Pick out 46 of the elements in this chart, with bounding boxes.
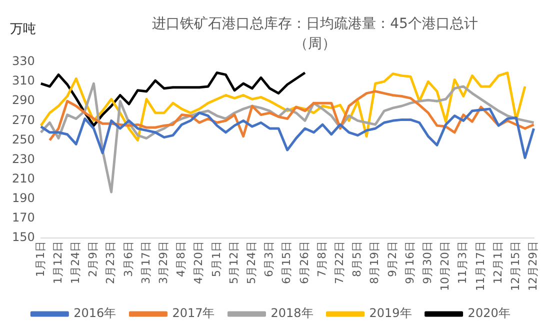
x-tick-label: 8月19日 (368, 241, 382, 284)
x-tick-label: 1月1日 (34, 241, 47, 278)
legend-label: 2017年 (172, 306, 215, 320)
x-tick-label: 12月1日 (491, 241, 504, 284)
x-tick-label: 8月5日 (350, 241, 364, 278)
legend-label: 2019年 (369, 306, 412, 320)
x-tick-label: 2月9日 (86, 241, 100, 278)
x-tick-label: 6月26日 (298, 241, 311, 284)
x-tick-label: 7月22日 (333, 241, 346, 284)
x-tick-label: 12月29日 (526, 241, 540, 292)
x-tick-label: 9月16日 (403, 241, 416, 284)
legend-label: 2016年 (74, 306, 116, 320)
legend-label: 2020年 (468, 306, 510, 320)
y-axis-title: 万吨 (10, 21, 36, 38)
y-tick-label: 310 (12, 74, 35, 88)
x-tick-label: 11月17日 (474, 241, 487, 292)
x-tick-label: 12月15日 (509, 241, 522, 292)
x-tick-label: 3月17日 (139, 241, 152, 284)
x-tick-label: 10月20日 (438, 241, 452, 292)
y-tick-label: 170 (12, 210, 35, 225)
x-tick-label: 7月8日 (315, 241, 328, 278)
x-tick-label: 4月8日 (174, 241, 188, 278)
y-tick-label: 190 (12, 191, 35, 206)
y-tick-label: 230 (12, 152, 35, 166)
y-tick-label: 290 (12, 93, 35, 108)
x-tick-label: 9月30日 (421, 241, 434, 284)
x-tick-label: 11月3日 (456, 241, 470, 284)
legend-label: 2018年 (270, 306, 314, 320)
x-tick-label: 1月24日 (68, 241, 82, 284)
x-tick-label: 5月1日 (210, 241, 223, 278)
y-tick-label: 270 (12, 112, 35, 127)
x-tick-label: 1月12日 (51, 241, 64, 284)
x-tick-label: 4月20日 (192, 241, 206, 284)
x-tick-label: 9月2日 (386, 241, 399, 278)
x-tick-label: 6月15日 (280, 241, 294, 284)
y-tick-label: 250 (12, 132, 35, 146)
y-tick-label: 150 (12, 230, 35, 244)
chart-title: 进口铁矿石港口总库存：日均疏港量：45个港口总计（周） (151, 15, 479, 54)
x-tick-label: 5月24日 (245, 241, 258, 284)
x-tick-label: 6月3日 (262, 241, 276, 278)
x-tick-label: 3月6日 (122, 241, 135, 278)
y-tick-label: 330 (12, 54, 35, 68)
x-tick-label: 3月29日 (156, 241, 170, 284)
x-tick-label: 2月23日 (104, 241, 118, 284)
x-tick-label: 5月12日 (227, 241, 240, 284)
y-tick-label: 210 (12, 171, 35, 186)
